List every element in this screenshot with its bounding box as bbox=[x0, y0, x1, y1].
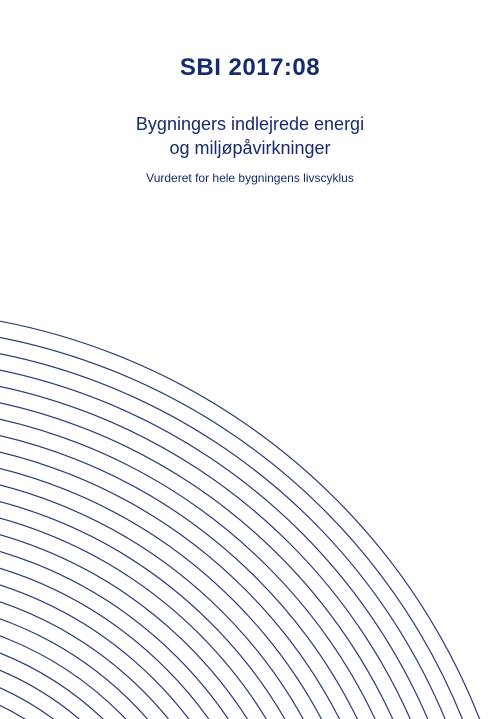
report-title-line1: Bygningers indlejrede energi bbox=[0, 112, 500, 136]
report-subtitle: Vurderet for hele bygningens livscyklus bbox=[0, 171, 500, 185]
report-cover: SBI 2017:08 Bygningers indlejrede energi… bbox=[0, 0, 500, 719]
cover-graphic bbox=[0, 234, 500, 719]
report-title: Bygningers indlejrede energi og miljøpåv… bbox=[0, 112, 500, 161]
concentric-curves bbox=[0, 234, 500, 719]
report-title-line2: og miljøpåvirkninger bbox=[0, 136, 500, 160]
series-title: SBI 2017:08 bbox=[0, 54, 500, 82]
cover-header: SBI 2017:08 Bygningers indlejrede energi… bbox=[0, 0, 500, 185]
